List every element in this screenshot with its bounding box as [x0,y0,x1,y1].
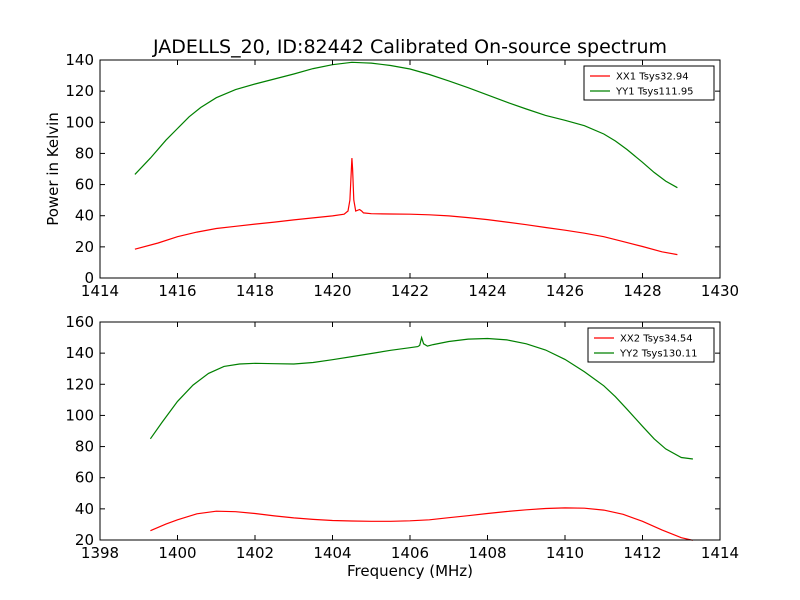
y-tick-label-0-5: 100 [65,113,94,131]
x-tick-label-0-8: 1430 [701,282,739,300]
x-tick-label-0-2: 1418 [236,282,274,300]
x-tick-label-1-0: 1398 [81,544,119,562]
y-tick-label-0-0: 0 [84,269,94,287]
y-tick-label-1-7: 160 [65,313,94,331]
x-tick-label-0-3: 1420 [313,282,351,300]
x-axis-label: Frequency (MHz) [347,562,473,580]
x-tick-label-0-7: 1428 [623,282,661,300]
series-line-1-0 [150,507,694,541]
series-line-0-0 [134,158,678,256]
y-tick-label-1-0: 20 [75,531,94,549]
y-tick-label-0-6: 120 [65,82,94,100]
y-tick-label-0-7: 140 [65,51,94,69]
legend-box-1 [587,327,715,363]
bottom-panel: 1398 1400 1402 1404 1406 1408 1410 1412 1414 20 40… [65,313,739,562]
x-tick-label-0-5: 1424 [468,282,506,300]
x-tick-label-0-0: 1414 [81,282,119,300]
y-tick-label-1-5: 120 [65,375,94,393]
y-tick-label-0-1: 20 [75,238,94,256]
y-tick-label-1-4: 100 [65,406,94,424]
x-tick-label-1-1: 1400 [158,544,196,562]
chart-title: JADELLS_20, ID:82442 Calibrated On-sourc… [152,36,667,58]
x-tick-label-1-3: 1404 [313,544,351,562]
legend-label-0-1: YY1 Tsys111.95 [615,87,694,98]
x-tick-label-1-8: 1414 [701,544,739,562]
y-tick-label-1-2: 60 [75,469,94,487]
x-tick-label-1-5: 1408 [468,544,506,562]
legend-label-1-1: YY2 Tsys130.11 [619,349,698,360]
x-tick-label-1-7: 1412 [623,544,661,562]
legend-label-0-0: XX1 Tsys32.94 [616,72,689,83]
y-tick-label-0-3: 60 [75,176,94,194]
x-tick-label-1-6: 1410 [546,544,584,562]
y-tick-label-1-3: 80 [75,438,94,456]
x-tick-label-1-2: 1402 [236,544,274,562]
y-tick-label-0-2: 40 [75,207,94,225]
x-tick-label-1-4: 1406 [391,544,429,562]
top-panel: 1414 1416 1418 1420 1422 1424 1426 1428 1430 0 20 4… [65,51,739,300]
y-axis-label: Power in Kelvin [44,112,62,226]
y-tick-label-1-6: 140 [65,344,94,362]
x-tick-label-0-1: 1416 [158,282,196,300]
y-tick-label-1-1: 40 [75,500,94,518]
y-tick-label-0-4: 80 [75,144,94,162]
legend-label-1-0: XX2 Tsys34.54 [620,334,693,345]
x-tick-label-0-4: 1422 [391,282,429,300]
series-line-1-1 [149,335,693,460]
x-tick-label-0-6: 1426 [546,282,584,300]
series-line-0-1 [134,61,678,189]
legend-box-0 [583,65,715,101]
